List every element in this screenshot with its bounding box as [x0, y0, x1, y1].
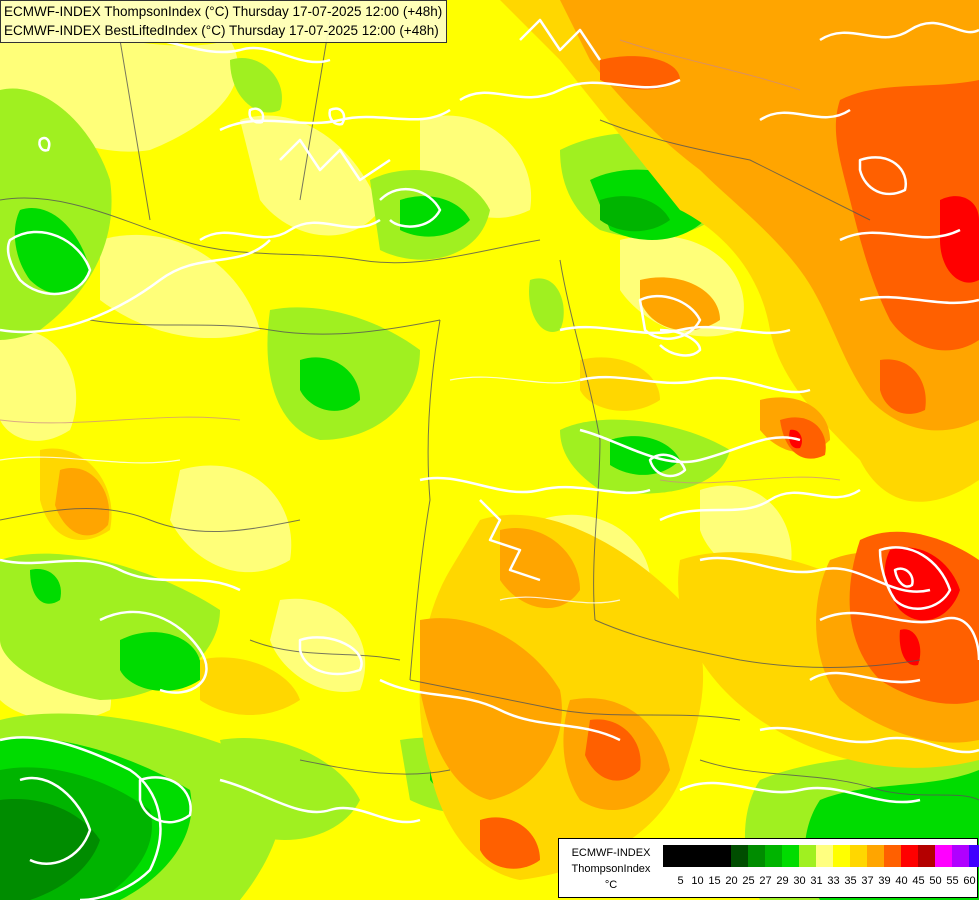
legend-tick-label: 20	[725, 875, 738, 887]
legend-swatch	[799, 845, 817, 867]
legend-tick-label: 29	[776, 875, 789, 887]
legend-tick-label: 15	[708, 875, 721, 887]
color-legend: ECMWF-INDEX ThompsonIndex °C 5 10 15 20 25 27…	[558, 838, 979, 898]
legend-swatch	[833, 845, 851, 867]
legend-swatch	[918, 845, 936, 867]
legend-swatch	[867, 845, 885, 867]
legend-tick-label: 37	[861, 875, 874, 887]
legend-swatch	[714, 845, 732, 867]
legend-tick-label: 55	[946, 875, 959, 887]
legend-tick-label: 39	[878, 875, 891, 887]
legend-tick-label: 5	[677, 875, 684, 887]
legend-tick-label: 31	[810, 875, 823, 887]
field-dark-orange	[480, 56, 979, 869]
legend-labels: ECMWF-INDEX ThompsonIndex °C	[563, 845, 659, 893]
legend-swatch	[884, 845, 902, 867]
legend-unit: °C	[604, 879, 618, 891]
legend-tick-label: 25	[742, 875, 755, 887]
country-borders	[0, 19, 979, 801]
legend-tick-label: 60	[963, 875, 976, 887]
legend-swatch	[969, 845, 979, 867]
legend-swatch	[850, 845, 868, 867]
legend-swatch	[816, 845, 834, 867]
legend-swatch	[697, 845, 715, 867]
legend-tick-label: 45	[912, 875, 925, 887]
legend-tick-label: 10	[691, 875, 704, 887]
legend-swatch	[901, 845, 919, 867]
legend-tick-label: 27	[759, 875, 772, 887]
legend-swatch	[782, 845, 800, 867]
legend-tick-label: 30	[793, 875, 806, 887]
map-title: ECMWF-INDEX ThompsonIndex (°C) Thursday …	[0, 0, 448, 43]
legend-tick-label: 40	[895, 875, 908, 887]
legend-tick-label: 50	[929, 875, 942, 887]
legend-tick-label: 33	[827, 875, 840, 887]
legend-swatch	[748, 845, 766, 867]
legend-swatch	[680, 845, 698, 867]
legend-source: ECMWF-INDEX	[571, 847, 651, 859]
legend-tick-label: 35	[844, 875, 857, 887]
lifted-index-contours	[0, 18, 979, 900]
title-thompson-index: ECMWF-INDEX ThompsonIndex (°C) Thursday …	[4, 4, 443, 19]
title-best-lifted-index: ECMWF-INDEX BestLiftedIndex (°C) Thursda…	[4, 23, 439, 38]
legend-parameter: ThompsonIndex	[571, 863, 651, 875]
legend-swatch	[935, 845, 953, 867]
legend-swatch	[952, 845, 970, 867]
legend-swatch	[731, 845, 749, 867]
legend-swatch	[663, 845, 681, 867]
legend-swatch	[765, 845, 783, 867]
